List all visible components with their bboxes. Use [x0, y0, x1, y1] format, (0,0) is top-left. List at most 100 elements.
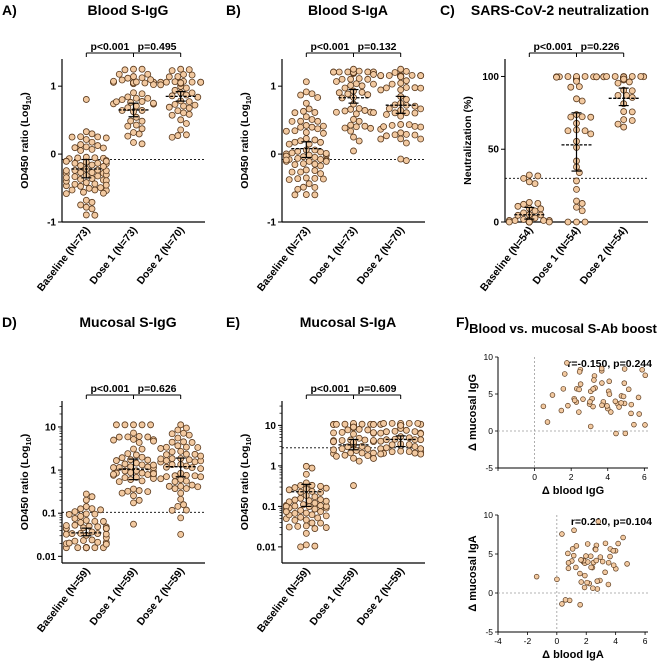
correlation-annotation: r=-0.150, p=0.244: [567, 358, 652, 370]
data-point: [197, 465, 205, 472]
data-point: [531, 214, 539, 222]
data-point: [317, 489, 324, 496]
data-point: [194, 93, 202, 101]
data-point: [308, 90, 316, 98]
data-point: [612, 398, 619, 405]
data-point: [402, 95, 410, 103]
y-tick-label: 100: [482, 72, 499, 83]
data-point: [177, 489, 185, 497]
data-point: [338, 428, 346, 436]
data-point: [130, 499, 137, 507]
y-tick-label: 10: [45, 422, 57, 433]
data-point: [102, 157, 110, 165]
data-point: [291, 484, 299, 491]
data-point: [338, 445, 346, 453]
data-point: [534, 172, 542, 180]
data-point: [311, 191, 319, 199]
data-point: [364, 445, 372, 453]
data-point: [355, 457, 363, 465]
panel-title-d: Mucosal S-IgG: [79, 314, 176, 330]
data-point: [82, 211, 90, 219]
data-point: [573, 543, 580, 549]
y-axis-label-end: ): [239, 92, 251, 96]
data-point: [573, 77, 580, 85]
data-point: [635, 394, 642, 401]
category-label: Dose 2 (N=70): [135, 224, 187, 286]
data-point: [71, 173, 79, 181]
data-point: [135, 487, 143, 494]
data-point: [584, 579, 590, 586]
data-point: [322, 150, 330, 157]
data-point: [182, 462, 190, 470]
data-point: [599, 558, 606, 565]
data-point: [397, 65, 405, 73]
data-point: [565, 550, 571, 557]
data-point: [100, 518, 107, 525]
data-point: [380, 123, 387, 130]
data-point: [182, 131, 190, 139]
data-point: [417, 430, 425, 438]
data-point: [577, 570, 583, 577]
data-point: [297, 117, 305, 125]
data-point: [605, 581, 612, 588]
data-point: [578, 113, 586, 121]
data-point: [177, 79, 185, 87]
data-point: [300, 153, 307, 160]
category-label: Dose 2 (N=54): [578, 224, 630, 286]
data-point: [388, 80, 396, 88]
data-point: [285, 176, 293, 184]
data-point: [113, 421, 120, 429]
data-point: [581, 218, 589, 226]
data-point: [130, 520, 137, 528]
data-point: [157, 445, 165, 452]
data-point: [350, 423, 357, 431]
data-point: [124, 450, 132, 458]
data-point: [132, 102, 140, 110]
data-point: [305, 180, 313, 188]
data-point: [355, 67, 363, 75]
data-point: [82, 544, 90, 552]
data-point: [185, 110, 193, 118]
panel-letter-f: F): [456, 314, 469, 330]
data-point: [288, 149, 296, 157]
data-point: [144, 94, 152, 102]
data-point: [308, 464, 316, 472]
data-point: [118, 96, 126, 104]
data-point: [604, 403, 610, 409]
data-point: [391, 131, 399, 139]
data-point: [191, 450, 199, 458]
data-point: [121, 421, 129, 429]
data-point: [118, 489, 126, 497]
p-value-label: p=0.609: [358, 383, 397, 395]
data-point: [588, 564, 594, 571]
data-point: [302, 541, 310, 549]
data-point: [411, 443, 419, 450]
data-point: [621, 366, 628, 372]
data-point: [411, 109, 419, 117]
data-point: [94, 523, 102, 531]
y-axis-label: OD450 ratio (Log10): [19, 434, 33, 530]
category-label: Dose 1 (N=54): [530, 224, 582, 286]
data-point: [130, 73, 137, 80]
data-point: [355, 425, 363, 433]
data-point: [606, 391, 613, 397]
data-point: [587, 423, 594, 430]
data-point: [317, 148, 324, 156]
data-point: [583, 553, 589, 559]
data-point: [364, 91, 372, 99]
data-point: [65, 539, 73, 547]
y-tick-label: 10: [484, 510, 494, 520]
data-point: [594, 586, 601, 592]
x-tick-label: 4: [605, 472, 610, 482]
data-point: [317, 155, 324, 163]
data-point: [197, 78, 205, 86]
data-point: [377, 135, 385, 143]
data-point: [88, 493, 96, 501]
data-point: [531, 207, 539, 215]
data-point: [417, 135, 425, 143]
data-point: [121, 66, 129, 74]
category-label: Baseline (N=73): [35, 224, 93, 293]
data-point: [564, 360, 570, 366]
data-point: [370, 455, 377, 462]
data-point: [100, 189, 107, 197]
